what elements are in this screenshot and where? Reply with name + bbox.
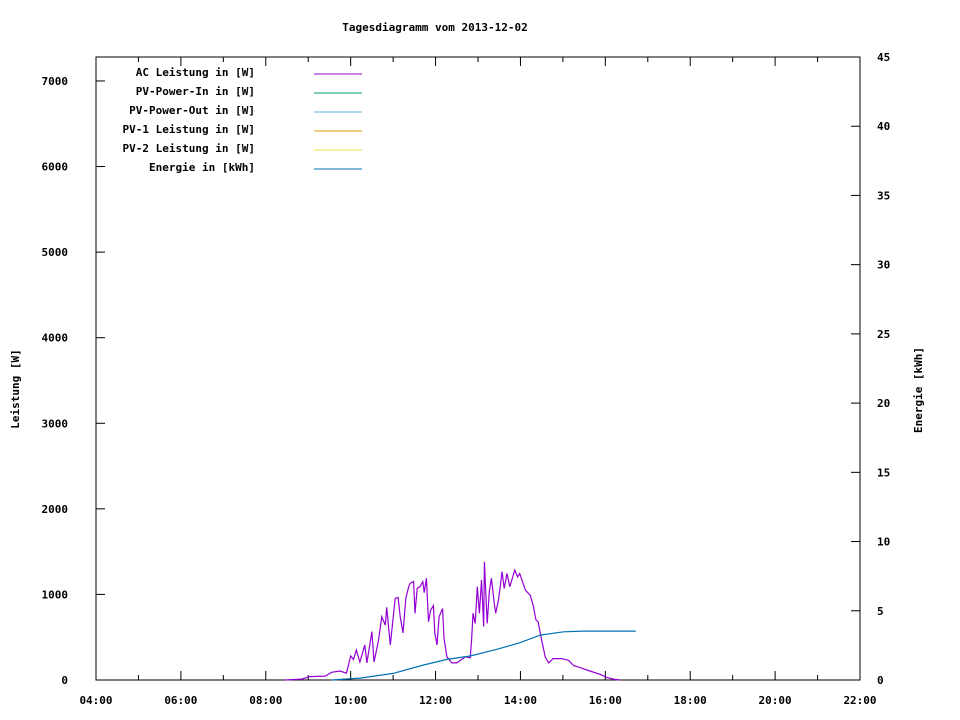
y-tick-label: 5000 — [42, 246, 69, 259]
y-tick-label: 7000 — [42, 75, 69, 88]
series-line — [331, 630, 636, 681]
y2-tick-label: 5 — [877, 605, 884, 618]
y2-tick-label: 0 — [877, 674, 884, 687]
series-line — [284, 561, 621, 681]
y-tick-label: 1000 — [42, 588, 69, 601]
y-tick-label: 3000 — [42, 417, 69, 430]
y2-tick-label: 40 — [877, 120, 890, 133]
x-tick-label: 20:00 — [759, 694, 792, 707]
x-tick-label: 08:00 — [249, 694, 282, 707]
legend-label: PV-Power-In in [W] — [136, 85, 255, 98]
y2-tick-label: 45 — [877, 51, 890, 64]
legend-label: PV-Power-Out in [W] — [129, 104, 255, 117]
legend-label: PV-1 Leistung in [W] — [123, 123, 255, 136]
legend-label: Energie in [kWh] — [149, 161, 255, 174]
y-tick-label: 4000 — [42, 332, 69, 345]
y2-tick-label: 15 — [877, 466, 890, 479]
x-tick-label: 04:00 — [79, 694, 112, 707]
y2-tick-label: 30 — [877, 259, 890, 272]
chart-title: Tagesdiagramm vom 2013-12-02 — [342, 21, 527, 34]
y-tick-label: 6000 — [42, 161, 69, 174]
y2-axis-label: Energie [kWh] — [912, 347, 925, 433]
x-tick-label: 18:00 — [674, 694, 707, 707]
x-tick-label: 12:00 — [419, 694, 452, 707]
y2-tick-label: 35 — [877, 189, 890, 202]
x-tick-label: 06:00 — [164, 694, 197, 707]
x-tick-label: 16:00 — [589, 694, 622, 707]
legend-label: AC Leistung in [W] — [136, 66, 255, 79]
y2-tick-label: 25 — [877, 328, 890, 341]
x-tick-label: 14:00 — [504, 694, 537, 707]
legend-label: PV-2 Leistung in [W] — [123, 142, 255, 155]
x-tick-label: 10:00 — [334, 694, 367, 707]
x-tick-label: 22:00 — [843, 694, 876, 707]
y2-tick-label: 10 — [877, 536, 890, 549]
y-tick-label: 2000 — [42, 503, 69, 516]
y2-tick-label: 20 — [877, 397, 890, 410]
y-axis-label: Leistung [W] — [9, 349, 22, 428]
y-tick-label: 0 — [61, 674, 68, 687]
